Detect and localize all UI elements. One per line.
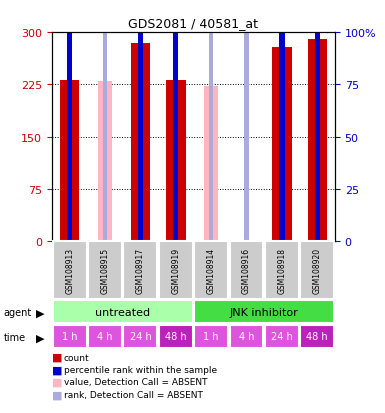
Text: 48 h: 48 h [306,332,328,342]
Text: percentile rank within the sample: percentile rank within the sample [64,365,217,374]
Bar [209,0,213,242]
Text: GSM108913: GSM108913 [65,247,74,294]
Bar [124,325,157,348]
Bar [308,40,327,242]
Bar [159,242,193,299]
Bar [194,242,228,299]
Text: count: count [64,353,89,362]
Text: GDS2081 / 40581_at: GDS2081 / 40581_at [127,17,258,29]
Text: 1 h: 1 h [203,332,219,342]
Bar [265,242,299,299]
Text: 24 h: 24 h [271,332,293,342]
Bar [244,0,249,242]
Text: ▶: ▶ [36,308,44,318]
Bar [194,325,228,348]
Text: GSM108918: GSM108918 [277,247,286,294]
Text: time: time [4,332,26,342]
Text: 1 h: 1 h [62,332,77,342]
Text: agent: agent [4,308,32,318]
Bar [194,301,334,323]
Bar [265,325,299,348]
Bar [98,82,112,242]
Bar [138,0,143,242]
Text: ■: ■ [52,352,62,362]
Text: 48 h: 48 h [165,332,187,342]
Bar [60,80,79,242]
Bar [229,325,263,348]
Bar [103,0,107,242]
Bar [204,87,218,242]
Text: rank, Detection Call = ABSENT: rank, Detection Call = ABSENT [64,390,203,399]
Text: 24 h: 24 h [129,332,151,342]
Bar [159,325,193,348]
Bar [315,0,320,242]
Bar [88,325,122,348]
Text: GSM108917: GSM108917 [136,247,145,294]
Text: ■: ■ [52,389,62,399]
Bar [272,48,291,242]
Text: 4 h: 4 h [97,332,113,342]
Bar [166,80,186,242]
Text: GSM108916: GSM108916 [242,247,251,294]
Text: ■: ■ [52,365,62,375]
Bar [53,325,87,348]
Bar [279,0,285,242]
Bar [229,242,263,299]
Bar [300,242,334,299]
Text: JNK inhibitor: JNK inhibitor [230,307,299,317]
Bar [88,242,122,299]
Bar [300,325,334,348]
Bar [131,44,150,242]
Bar [67,0,72,242]
Text: 4 h: 4 h [239,332,254,342]
Bar [124,242,157,299]
Text: GSM108914: GSM108914 [207,247,216,294]
Bar [53,301,193,323]
Text: GSM108915: GSM108915 [100,247,110,294]
Text: ■: ■ [52,377,62,387]
Text: GSM108920: GSM108920 [313,247,322,294]
Text: value, Detection Call = ABSENT: value, Detection Call = ABSENT [64,377,207,387]
Text: GSM108919: GSM108919 [171,247,180,294]
Text: ▶: ▶ [36,332,44,342]
Bar [53,242,87,299]
Bar [173,0,178,242]
Text: untreated: untreated [95,307,150,317]
